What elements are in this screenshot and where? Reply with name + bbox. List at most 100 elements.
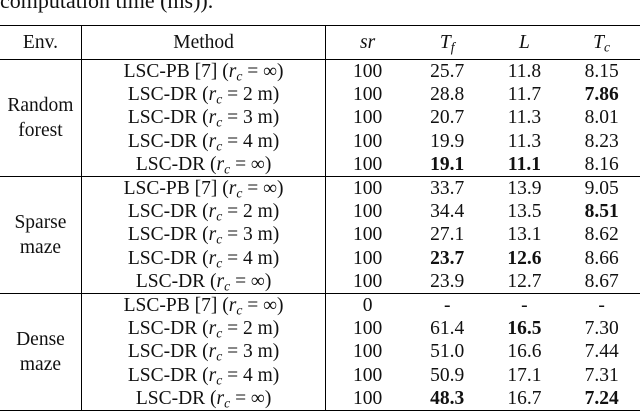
- sr-cell: 100: [352, 107, 383, 129]
- sr-cell: 100: [352, 318, 383, 340]
- tf-cell: 20.7: [430, 107, 465, 129]
- tf-cell: 33.7: [430, 178, 465, 200]
- l-cell: 11.8: [507, 61, 542, 82]
- tc-cell: -: [598, 295, 605, 317]
- header-tf-main: T: [439, 32, 451, 53]
- header-method: Method: [81, 25, 327, 60]
- method-suffix: = 4 m): [222, 130, 280, 152]
- sr-cell: 100: [352, 341, 383, 363]
- method-prefix: LSC-DR (: [127, 247, 209, 269]
- tf-cell: 51.0: [430, 341, 465, 363]
- method-var: r: [228, 295, 237, 317]
- method-suffix: = 2 m): [222, 84, 280, 106]
- env-line-2: forest: [18, 120, 63, 141]
- header-tc-main: T: [593, 32, 605, 53]
- sr-cell: 100: [352, 364, 383, 386]
- method-prefix: LSC-PB [7] (: [123, 178, 229, 200]
- method-sub: c: [216, 348, 223, 364]
- method-suffix: = 4 m): [222, 247, 280, 269]
- sr-cell: 100: [352, 224, 383, 246]
- header-sr-label: sr: [359, 32, 376, 53]
- tc-cell: 8.66: [584, 247, 619, 269]
- table-row: Random forest LSC-PB [7] (rc = ∞) 100 25.7 11…: [0, 59, 640, 177]
- tf-cell: 27.1: [430, 224, 465, 246]
- method-cell: LSC-DR (rc = ∞): [81, 386, 327, 411]
- l-cell: 12.7: [507, 270, 542, 292]
- tc-cell: 8.51: [584, 201, 619, 223]
- table-row: Dense maze LSC-PB [7] (rc = ∞) 0- - -: [0, 293, 640, 411]
- sr-cell: 100: [352, 247, 383, 269]
- table-row: LSC-DR (rc = 2 m) 100 61.4 16.5 7.30: [0, 317, 640, 341]
- method-var: r: [208, 247, 217, 269]
- sr-cell: 100: [352, 61, 383, 82]
- method-prefix: LSC-DR (: [135, 153, 217, 175]
- method-var: r: [208, 364, 217, 386]
- env-line-1: Random: [7, 95, 74, 116]
- method-prefix: LSC-DR (: [135, 387, 217, 409]
- env-line-1: Sparse: [14, 212, 67, 234]
- l-cell: 11.3: [507, 130, 542, 152]
- group-0: Random forest LSC-PB [7] (rc = ∞) 100 25.7 11…: [0, 59, 640, 177]
- method-var: r: [228, 61, 237, 82]
- l-cell: 13.5: [507, 201, 542, 223]
- tf-cell: 48.3: [430, 387, 465, 409]
- sr-cell: 100: [352, 270, 383, 292]
- tc-cell: 9.05: [584, 178, 619, 200]
- method-suffix: = ∞): [242, 295, 284, 317]
- l-cell: 12.6: [507, 247, 542, 269]
- l-cell: 16.5: [507, 318, 542, 340]
- method-prefix: LSC-DR (: [127, 341, 209, 363]
- l-cell: -: [521, 295, 528, 317]
- method-sub: c: [216, 114, 223, 130]
- l-cell: 11.3: [507, 107, 542, 129]
- method-prefix: LSC-DR (: [127, 201, 209, 223]
- table-row: LSC-DR (rc = ∞) 100 19.1 11.1 8.16: [0, 152, 640, 177]
- method-var: r: [208, 107, 217, 129]
- method-suffix: = ∞): [230, 153, 272, 175]
- tc-cell: 8.16: [584, 153, 619, 175]
- l-cell: 11.7: [507, 84, 542, 106]
- table-row: LSC-DR (rc = 4 m) 100 19.9 11.3 8.23: [0, 129, 640, 154]
- table-row: LSC-DR (rc = 3 m) 100 51.0 16.6 7.44: [0, 340, 640, 364]
- method-sub: c: [216, 325, 223, 341]
- method-cell: LSC-DR (rc = 2 m): [81, 83, 327, 107]
- method-sub: c: [216, 372, 223, 388]
- method-suffix: = 3 m): [222, 224, 280, 246]
- method-sub: c: [216, 208, 223, 224]
- l-cell: 17.1: [507, 364, 542, 386]
- tc-cell: 8.23: [584, 130, 619, 152]
- header-sr: sr: [326, 26, 409, 60]
- method-cell: LSC-DR (rc = 4 m): [81, 363, 327, 388]
- tf-cell: 28.8: [430, 84, 465, 106]
- table-row: LSC-DR (rc = ∞) 100 23.9 12.7 8.67: [0, 269, 640, 294]
- method-suffix: = 2 m): [222, 318, 280, 340]
- l-cell: 16.7: [507, 387, 542, 409]
- method-sub: c: [236, 185, 243, 201]
- method-sub: c: [216, 255, 223, 271]
- method-var: r: [208, 224, 217, 246]
- l-cell: 11.1: [507, 153, 541, 175]
- method-sub: c: [224, 395, 231, 411]
- sr-cell: 100: [352, 387, 383, 409]
- method-suffix: = 2 m): [222, 201, 280, 223]
- method-cell: LSC-DR (rc = 2 m): [81, 317, 327, 341]
- method-suffix: = 4 m): [222, 364, 280, 386]
- method-sub: c: [216, 138, 223, 154]
- tf-cell: 23.9: [430, 270, 465, 292]
- env-cell: Sparse maze: [0, 176, 82, 294]
- table-row: LSC-DR (rc = ∞) 100 48.3 16.7 7.24: [0, 386, 640, 411]
- table-row: LSC-DR (rc = 3 m) 100 20.7 11.3 8.01: [0, 106, 640, 130]
- method-cell: LSC-PB [7] (rc = ∞): [81, 176, 327, 201]
- method-prefix: LSC-DR (: [127, 84, 209, 106]
- sr-cell: 100: [352, 201, 383, 223]
- method-suffix: = ∞): [242, 178, 284, 200]
- sr-cell: 100: [352, 130, 383, 152]
- method-prefix: LSC-DR (: [127, 364, 209, 386]
- tf-cell: 50.9: [430, 364, 465, 386]
- header-l-label: L: [518, 32, 530, 53]
- method-var: r: [208, 201, 217, 223]
- method-sub: c: [216, 91, 223, 107]
- method-cell: LSC-DR (rc = 4 m): [81, 129, 327, 154]
- header-tf: Tf: [409, 26, 486, 60]
- tf-cell: 19.1: [430, 153, 465, 175]
